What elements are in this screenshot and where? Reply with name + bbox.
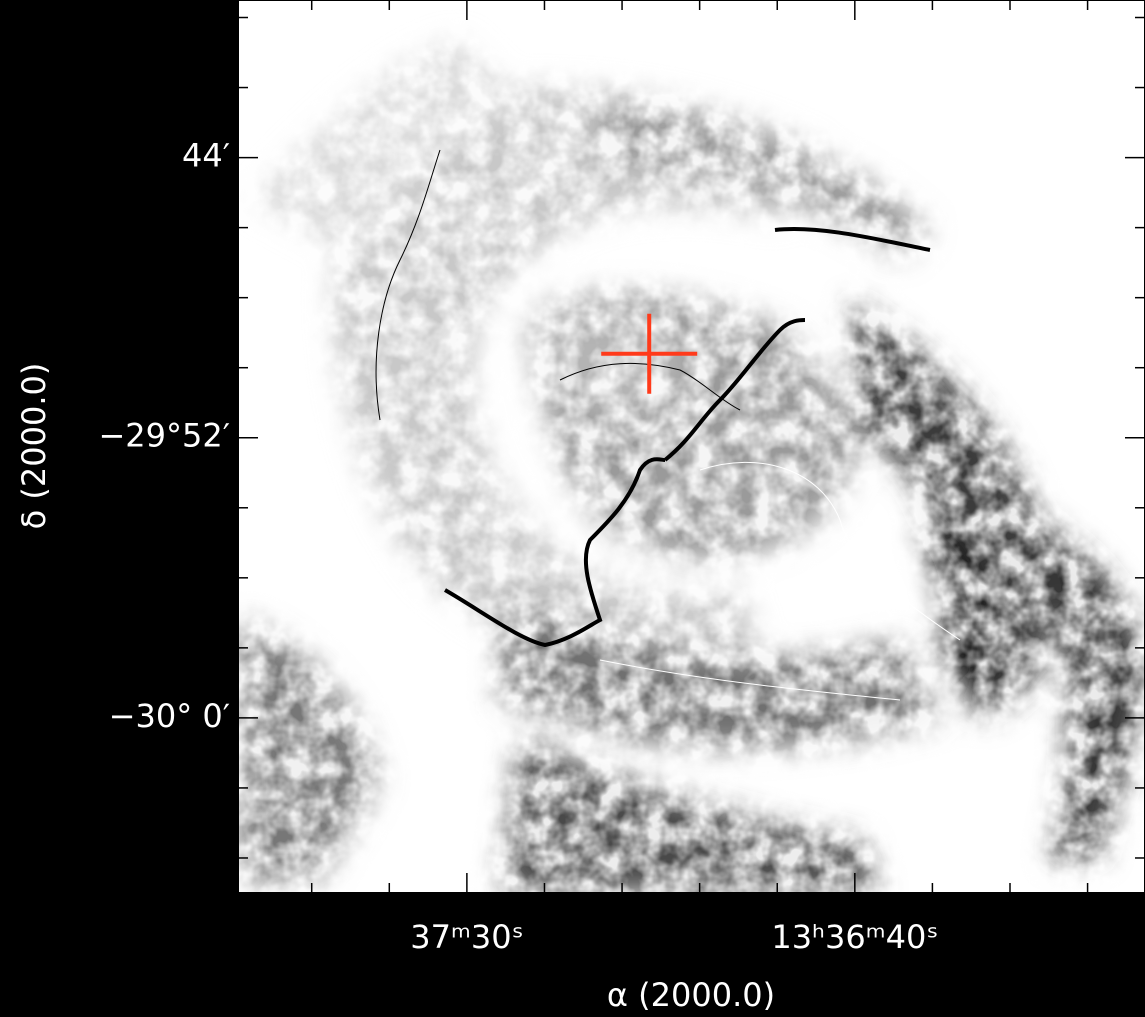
y-tick-label: −29°52′	[98, 417, 230, 455]
y-tick-label: −30° 0′	[109, 697, 230, 735]
velocity-field	[238, 0, 1145, 893]
y-axis-label: δ (2000.0)	[15, 363, 53, 530]
x-tick-label: 37ᵐ30ˢ	[410, 918, 523, 956]
figure: 37ᵐ30ˢ 13ʰ36ᵐ40ˢ 44′ −29°52′ −30° 0′ α (2000…	[0, 0, 1145, 1017]
y-tick-label: 44′	[182, 137, 230, 175]
x-tick-label: 13ʰ36ᵐ40ˢ	[771, 918, 938, 956]
x-axis-label: α (2000.0)	[607, 976, 775, 1014]
